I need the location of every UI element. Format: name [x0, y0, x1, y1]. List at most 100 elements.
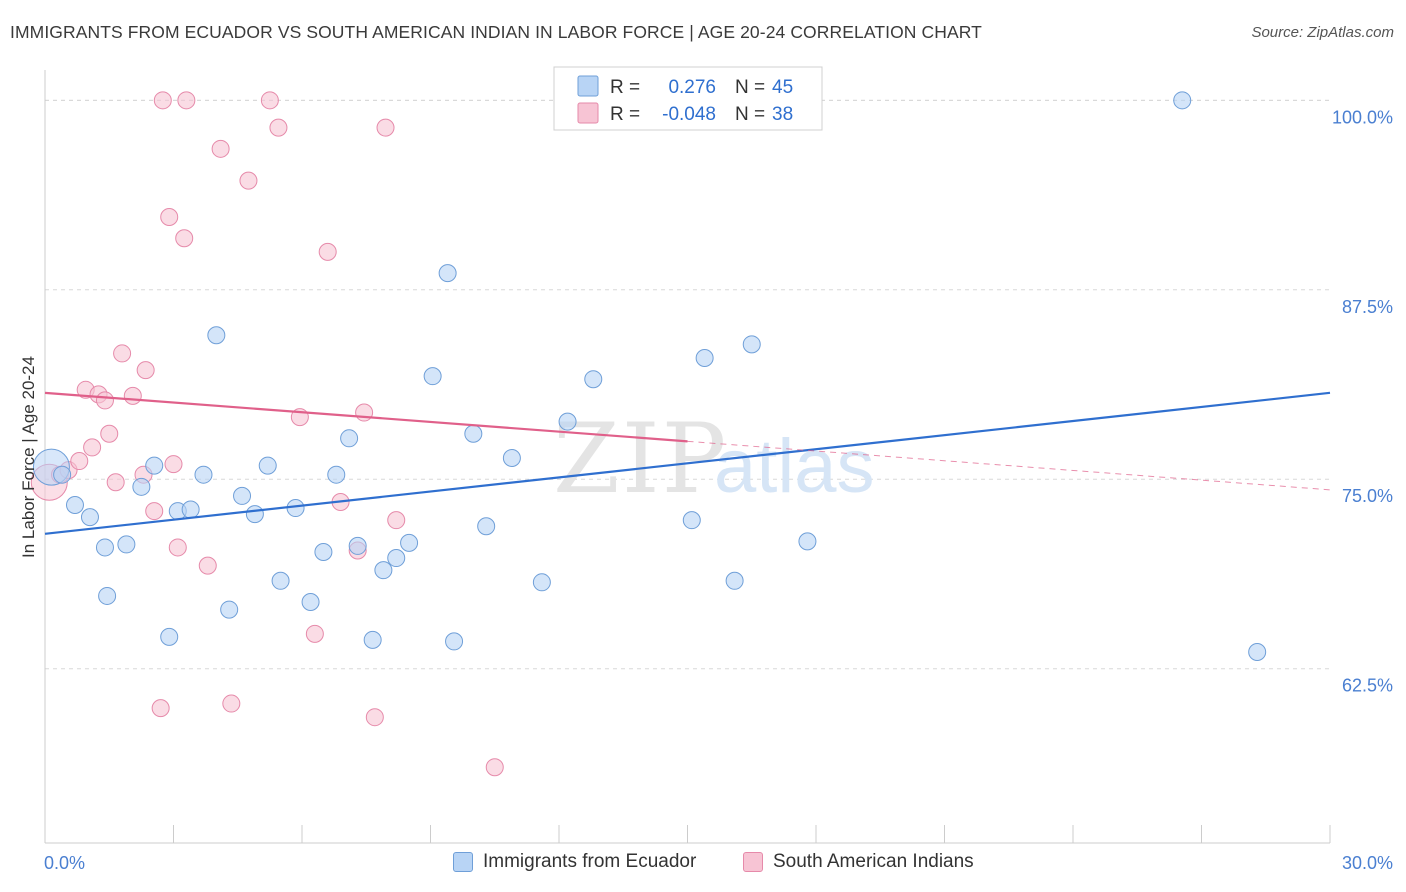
data-point	[502, 449, 521, 468]
trend-lines	[44, 391, 1331, 535]
trend-line	[44, 391, 1331, 535]
data-point	[798, 532, 817, 551]
data-point	[464, 424, 483, 443]
data-point	[387, 549, 406, 568]
data-point	[301, 593, 320, 612]
stats-r-value: -0.048	[662, 104, 716, 125]
y-tick-label: 100.0%	[1332, 107, 1393, 127]
data-point	[83, 438, 102, 457]
stats-n-label: N =	[735, 104, 765, 125]
data-point	[365, 708, 384, 727]
data-point	[95, 538, 114, 557]
data-point	[374, 561, 393, 580]
data-point	[584, 370, 603, 389]
trend-line	[44, 391, 688, 443]
stats-n-value: 38	[772, 104, 793, 125]
data-point	[106, 473, 125, 492]
x-tick-label: 30.0%	[1342, 853, 1393, 873]
data-point	[53, 465, 72, 484]
data-point	[327, 465, 346, 484]
data-point	[438, 264, 457, 283]
legend-swatch-blue	[453, 852, 473, 872]
data-point	[269, 118, 288, 137]
data-point	[318, 242, 337, 261]
data-point	[355, 403, 374, 422]
data-point	[132, 477, 151, 496]
data-point	[117, 535, 136, 554]
legend-swatch-pink	[743, 852, 763, 872]
watermark: ZIP atlas	[553, 403, 875, 515]
data-point	[233, 486, 252, 505]
chart-title: IMMIGRANTS FROM ECUADOR VS SOUTH AMERICA…	[10, 22, 982, 42]
data-point	[70, 452, 89, 471]
source-credit: Source: ZipAtlas.com	[1251, 24, 1394, 41]
data-point	[160, 208, 179, 227]
data-point	[113, 344, 132, 363]
y-tick-label: 75.0%	[1342, 486, 1393, 506]
data-point	[123, 386, 142, 405]
data-point	[682, 511, 701, 530]
data-point	[198, 556, 217, 575]
data-point	[151, 699, 170, 718]
stats-legend-swatch-pink	[577, 102, 599, 124]
bottom-legend: Immigrants from Ecuador South American I…	[0, 851, 1406, 879]
data-point	[340, 429, 359, 448]
data-point	[211, 139, 230, 158]
watermark-zip: ZIP	[553, 403, 728, 515]
data-point	[220, 600, 239, 619]
legend-item-south-american-indians: South American Indians	[743, 851, 974, 873]
data-point	[177, 91, 196, 110]
data-point	[348, 536, 367, 555]
data-point	[95, 391, 114, 410]
data-point	[423, 367, 442, 386]
data-point	[271, 571, 290, 590]
data-point	[207, 326, 226, 345]
data-point	[558, 412, 577, 431]
data-point	[363, 630, 382, 649]
data-point	[400, 533, 419, 552]
stats-r-label: R =	[610, 77, 640, 98]
data-point	[65, 496, 84, 515]
data-point	[376, 118, 395, 137]
data-point	[245, 505, 264, 524]
tick-labels: 62.5% 75.0% 87.5% 100.0% 0.0% 30.0%	[44, 107, 1393, 873]
data-point	[1173, 91, 1192, 110]
data-point	[153, 91, 172, 110]
y-tick-label: 87.5%	[1342, 297, 1393, 317]
data-point	[100, 424, 119, 443]
data-point	[98, 586, 117, 605]
data-point	[1248, 643, 1267, 662]
data-point	[222, 694, 241, 713]
data-point	[80, 508, 99, 527]
data-point	[260, 91, 279, 110]
y-tick-label: 62.5%	[1342, 676, 1393, 696]
data-point	[175, 229, 194, 248]
series-south-american-indians	[30, 91, 504, 777]
data-point	[314, 542, 333, 561]
data-point	[532, 573, 551, 592]
data-point	[181, 500, 200, 519]
data-point	[477, 517, 496, 536]
data-point	[445, 632, 464, 651]
legend-label: South American Indians	[773, 851, 974, 872]
data-point	[387, 511, 406, 530]
data-point	[695, 348, 714, 367]
data-point	[239, 171, 258, 190]
data-point	[305, 624, 324, 643]
stats-n-label: N =	[735, 77, 765, 98]
trend-line-extrapolated	[687, 440, 1331, 491]
data-point	[136, 361, 155, 380]
data-point	[725, 571, 744, 590]
grid	[45, 99, 1330, 670]
stats-legend-swatch-blue	[577, 75, 599, 97]
legend-label: Immigrants from Ecuador	[483, 851, 697, 872]
data-point	[160, 627, 179, 646]
data-point	[164, 455, 183, 474]
data-point	[145, 502, 164, 521]
x-tick-label: 0.0%	[44, 853, 85, 873]
y-axis-label: In Labor Force | Age 20-24	[19, 356, 38, 558]
stats-r-value: 0.276	[668, 77, 716, 98]
data-point	[145, 456, 164, 475]
data-point	[742, 335, 761, 354]
